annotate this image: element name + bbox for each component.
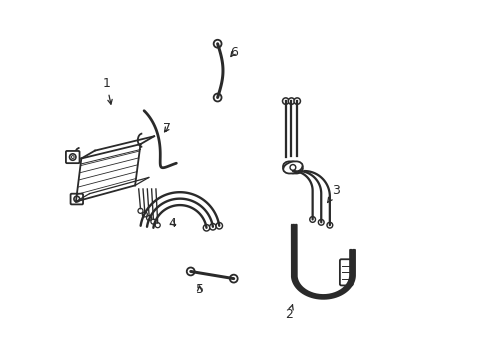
Ellipse shape: [283, 162, 302, 173]
Circle shape: [293, 98, 300, 104]
Text: 3: 3: [327, 184, 339, 203]
Circle shape: [74, 196, 80, 202]
Circle shape: [216, 222, 222, 229]
Text: 2: 2: [285, 305, 293, 321]
Circle shape: [186, 267, 194, 275]
Circle shape: [213, 94, 221, 102]
Text: 4: 4: [168, 216, 176, 230]
Text: 7: 7: [163, 122, 171, 135]
Text: 1: 1: [102, 77, 112, 104]
Circle shape: [203, 225, 209, 231]
Text: 5: 5: [195, 283, 203, 296]
Circle shape: [326, 222, 332, 228]
Circle shape: [309, 217, 315, 222]
FancyBboxPatch shape: [66, 151, 80, 163]
Text: 6: 6: [229, 46, 237, 59]
Circle shape: [155, 223, 160, 228]
Circle shape: [289, 165, 295, 170]
Circle shape: [69, 154, 76, 160]
Ellipse shape: [283, 161, 302, 174]
Circle shape: [282, 98, 288, 104]
Ellipse shape: [283, 161, 302, 174]
Circle shape: [151, 219, 156, 224]
FancyBboxPatch shape: [339, 259, 352, 285]
Circle shape: [318, 220, 324, 225]
Circle shape: [71, 156, 74, 158]
Circle shape: [287, 98, 294, 104]
Circle shape: [138, 208, 142, 213]
FancyBboxPatch shape: [70, 194, 83, 204]
Circle shape: [209, 224, 216, 230]
Circle shape: [213, 40, 221, 48]
Circle shape: [142, 212, 147, 217]
Circle shape: [146, 216, 151, 221]
Circle shape: [229, 275, 237, 283]
